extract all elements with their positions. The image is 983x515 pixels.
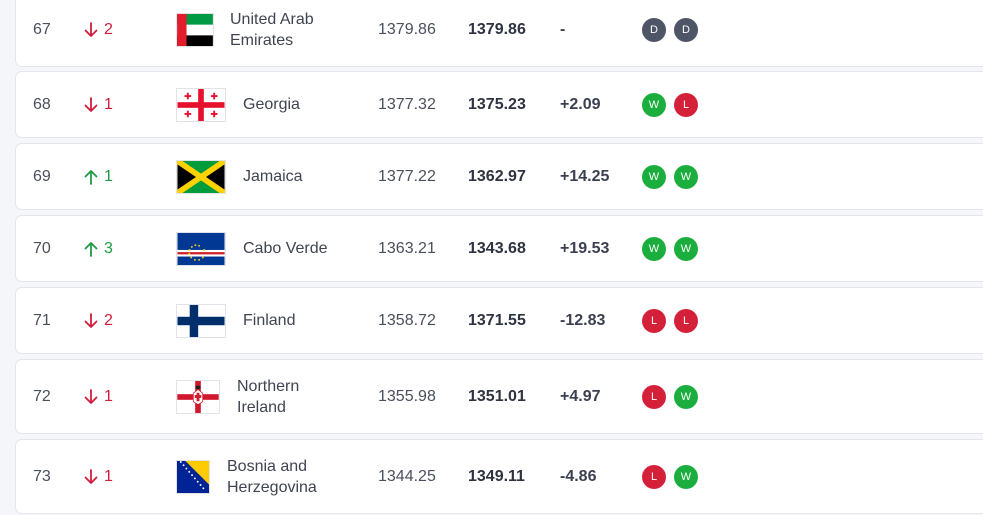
rank: 71 xyxy=(33,311,51,329)
result-badge: W xyxy=(642,92,666,117)
rank-change-value: 1 xyxy=(104,467,113,485)
rank: 70 xyxy=(33,239,51,257)
table-row[interactable]: 71 2 Finland 1358.72 1371.55 -12.83 L L xyxy=(15,287,983,354)
total-points: 1343.68 xyxy=(468,239,526,257)
result-badge: W xyxy=(642,164,666,189)
previous-points: 1355.98 xyxy=(378,387,436,405)
points-difference: +4.97 xyxy=(560,387,601,405)
recent-results: L W xyxy=(642,360,706,433)
finland-flag-icon xyxy=(176,303,226,338)
jamaica-flag-icon xyxy=(176,159,226,194)
previous-points: 1358.72 xyxy=(378,311,436,329)
bosnia-flag-icon xyxy=(176,459,210,494)
result-badge: D xyxy=(642,17,666,42)
result-badge: W xyxy=(674,384,698,409)
team-name[interactable]: Finland xyxy=(243,312,296,329)
arrow-up-icon xyxy=(84,241,98,257)
rank-change: 1 xyxy=(84,144,113,209)
recent-results: L L xyxy=(642,288,706,353)
result-badge: L xyxy=(642,308,666,333)
table-row[interactable]: 70 3 Cabo Verde 1363.21 1343.68 +19. xyxy=(15,215,983,282)
rank: 69 xyxy=(33,167,51,185)
rank-change-value: 1 xyxy=(104,95,113,113)
recent-results: W W xyxy=(642,216,706,281)
recent-results: D D xyxy=(642,0,706,66)
result-badge: L xyxy=(674,92,698,117)
table-row[interactable]: 73 1 Bosnia and Herzegovina 1344.25 xyxy=(15,439,983,514)
team-name[interactable]: Georgia xyxy=(243,96,300,113)
arrow-down-icon xyxy=(84,96,98,112)
cabo-verde-flag-icon xyxy=(176,231,226,266)
result-badge: L xyxy=(642,464,666,489)
points-difference: +19.53 xyxy=(560,239,610,257)
rank-change-value: 2 xyxy=(104,20,113,38)
rank-change-value: 1 xyxy=(104,167,113,185)
rank: 68 xyxy=(33,95,51,113)
arrow-down-icon xyxy=(84,21,98,37)
team-name[interactable]: Northern Ireland xyxy=(237,377,300,416)
points-difference: -12.83 xyxy=(560,311,606,329)
rank: 72 xyxy=(33,387,51,405)
table-row[interactable]: 67 2 United Arab Emirates 1379.86 1379.8… xyxy=(15,0,983,67)
rank-change: 3 xyxy=(84,216,113,281)
rank-change: 1 xyxy=(84,360,113,433)
team-name[interactable]: Jamaica xyxy=(243,168,303,185)
table-row[interactable]: 68 1 Georgia 1377.32 1375.23 +2.09 xyxy=(15,71,983,138)
rank-change-value: 3 xyxy=(104,239,113,257)
previous-points: 1377.22 xyxy=(378,167,436,185)
recent-results: W W xyxy=(642,144,706,209)
georgia-flag-icon xyxy=(176,87,226,122)
rank-change-value: 2 xyxy=(104,311,113,329)
arrow-down-icon xyxy=(84,468,98,484)
previous-points: 1344.25 xyxy=(378,467,436,485)
total-points: 1375.23 xyxy=(468,95,526,113)
previous-points: 1363.21 xyxy=(378,239,436,257)
team-name[interactable]: Cabo Verde xyxy=(243,240,328,257)
points-difference: -4.86 xyxy=(560,467,597,485)
points-difference: - xyxy=(560,20,566,38)
total-points: 1379.86 xyxy=(468,20,526,38)
table-row[interactable]: 69 1 Jamaica 1377.22 1362.97 +14.25 W W xyxy=(15,143,983,210)
uae-flag-icon xyxy=(176,12,214,47)
total-points: 1371.55 xyxy=(468,311,526,329)
points-difference: +2.09 xyxy=(560,95,601,113)
points-difference: +14.25 xyxy=(560,167,610,185)
recent-results: L W xyxy=(642,440,706,513)
northern-ireland-flag-icon xyxy=(176,379,220,414)
table-row[interactable]: 72 1 Northern Ireland 1355.98 1351.01 xyxy=(15,359,983,434)
result-badge: W xyxy=(642,236,666,261)
rank: 73 xyxy=(33,467,51,485)
rank-change: 2 xyxy=(84,0,113,66)
result-badge: W xyxy=(674,236,698,261)
team-name[interactable]: Bosnia and Herzegovina xyxy=(227,457,317,496)
arrow-up-icon xyxy=(84,169,98,185)
result-badge: L xyxy=(674,308,698,333)
rank-change: 1 xyxy=(84,440,113,513)
rank-change: 2 xyxy=(84,288,113,353)
result-badge: L xyxy=(642,384,666,409)
total-points: 1349.11 xyxy=(468,467,525,485)
total-points: 1362.97 xyxy=(468,167,526,185)
arrow-down-icon xyxy=(84,388,98,404)
recent-results: W L xyxy=(642,72,706,137)
team-name[interactable]: United Arab Emirates xyxy=(230,10,314,49)
rank: 67 xyxy=(33,20,51,38)
arrow-down-icon xyxy=(84,312,98,328)
rank-change-value: 1 xyxy=(104,387,113,405)
previous-points: 1379.86 xyxy=(378,20,436,38)
total-points: 1351.01 xyxy=(468,387,526,405)
previous-points: 1377.32 xyxy=(378,95,436,113)
result-badge: W xyxy=(674,464,698,489)
result-badge: D xyxy=(674,17,698,42)
rank-change: 1 xyxy=(84,72,113,137)
result-badge: W xyxy=(674,164,698,189)
